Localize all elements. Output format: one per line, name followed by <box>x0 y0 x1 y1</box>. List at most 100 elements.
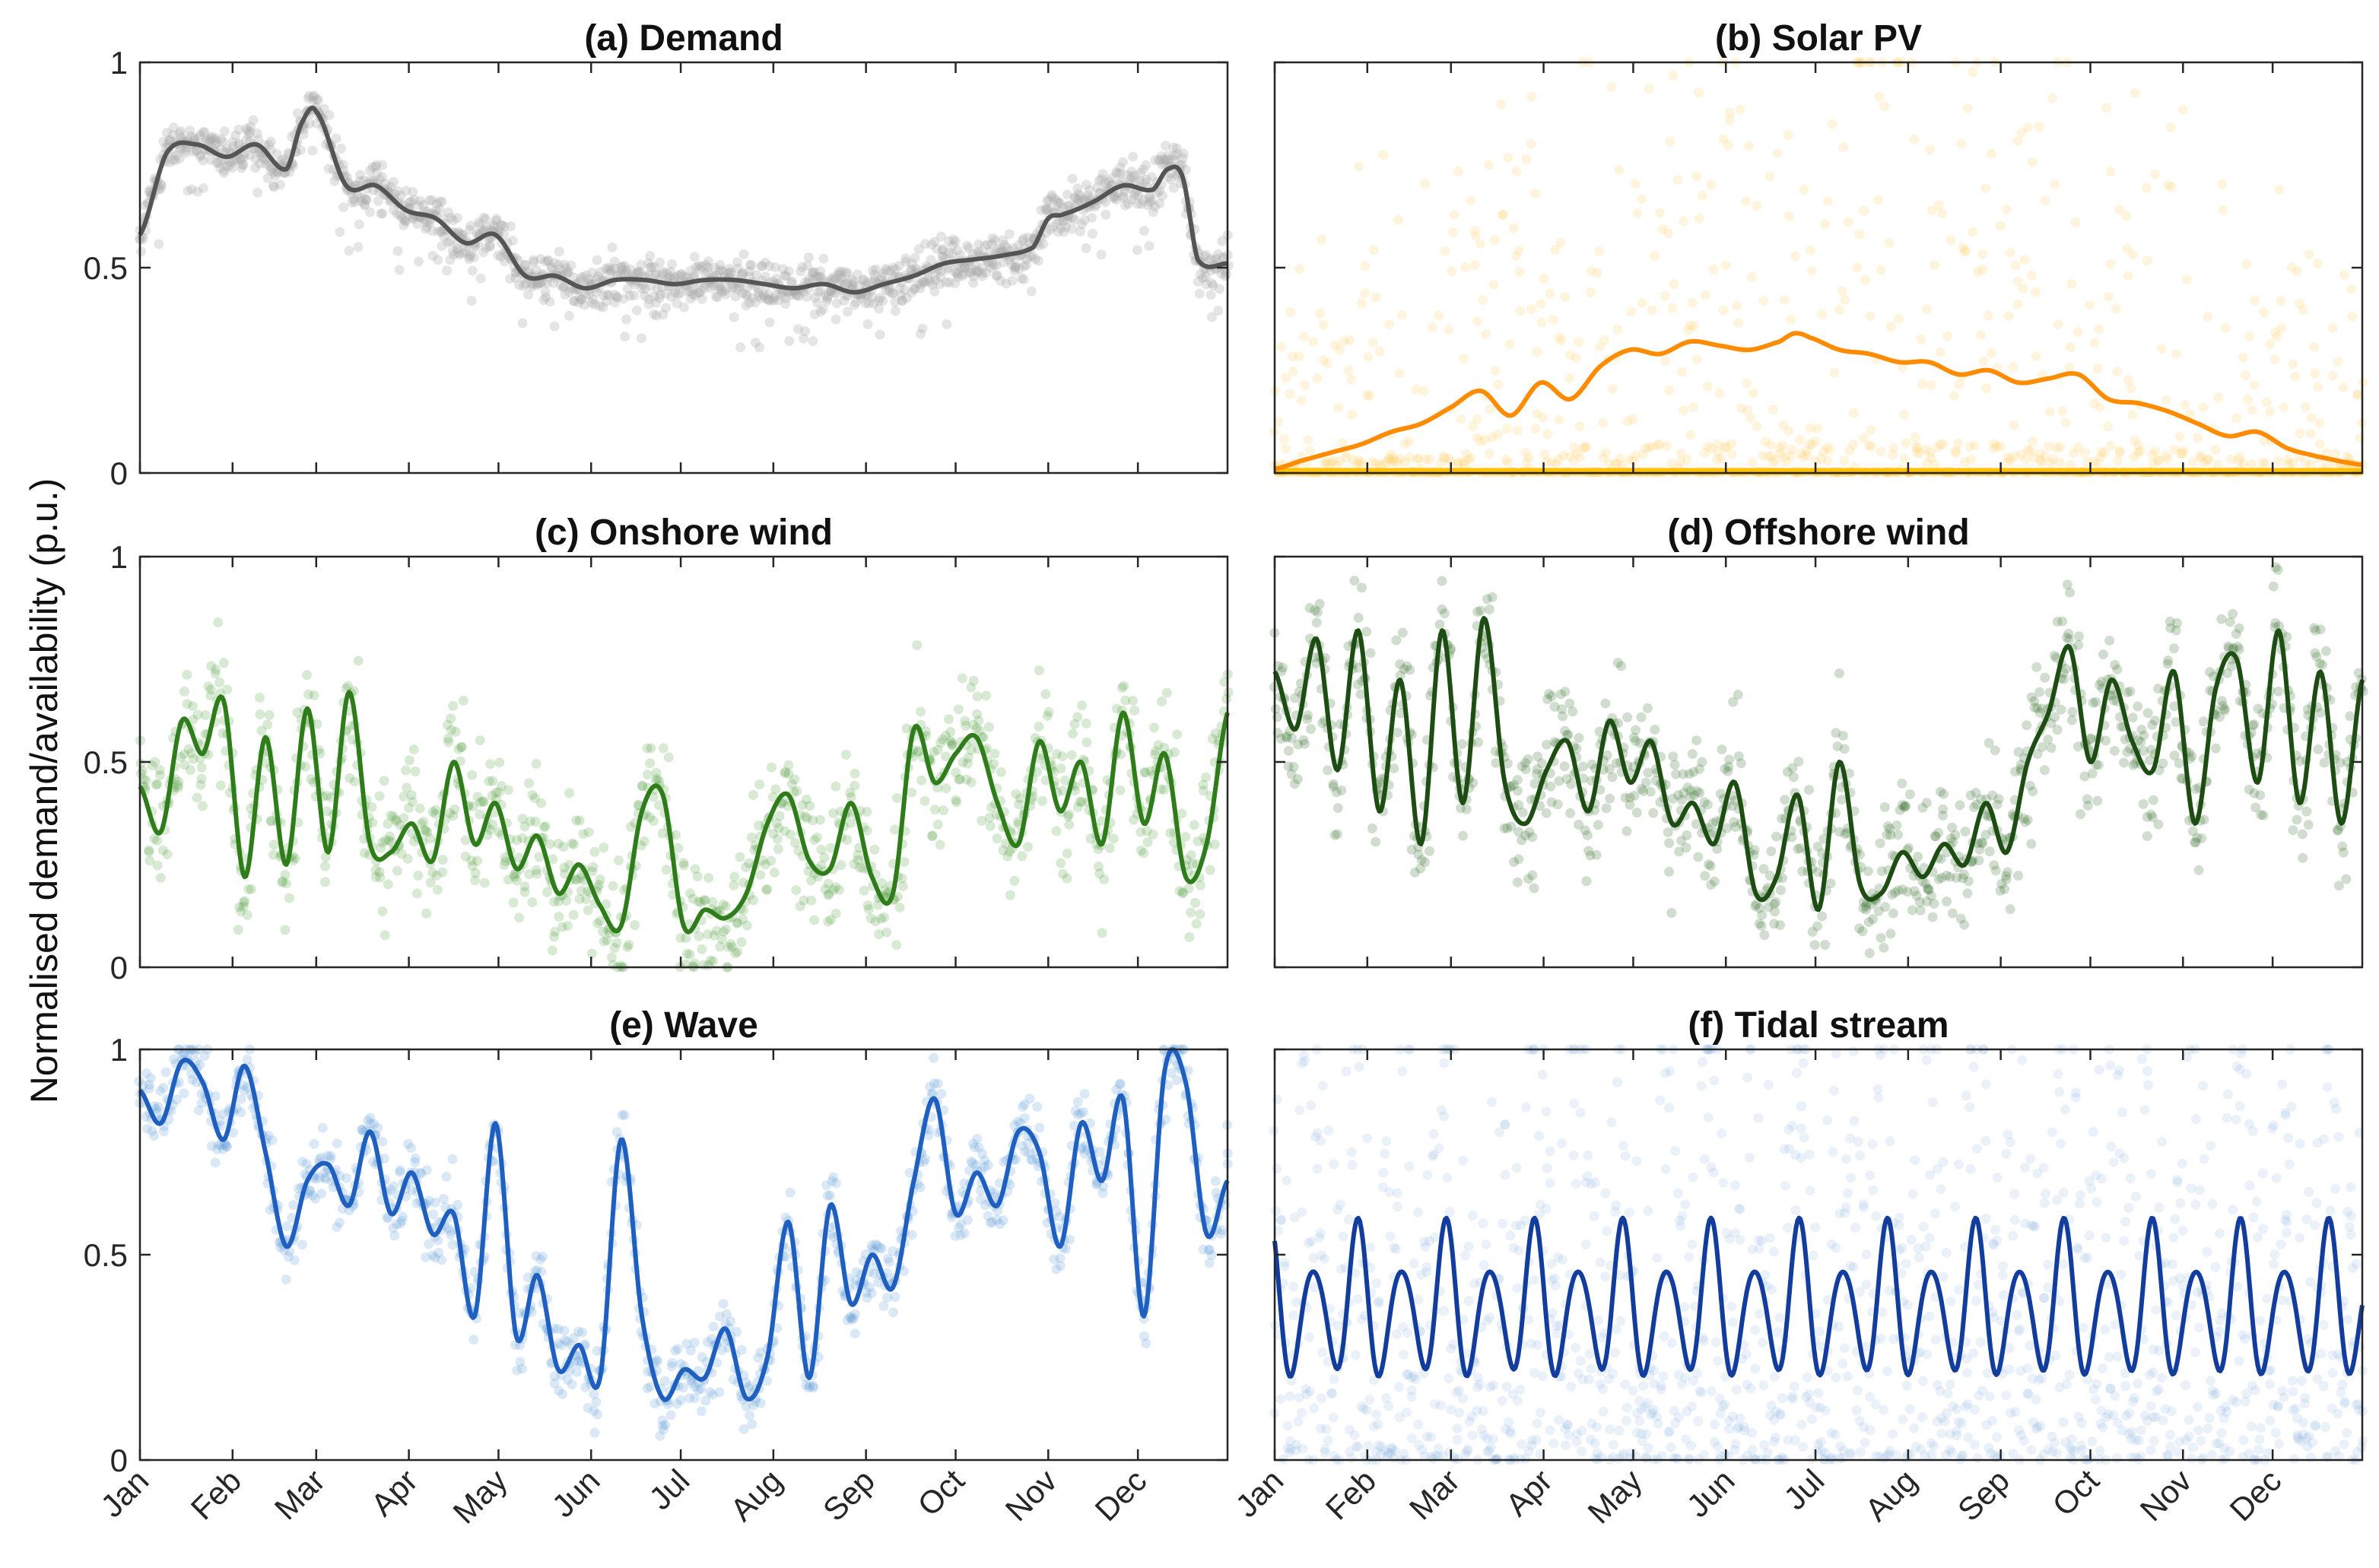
scatter-point <box>916 706 926 717</box>
scatter-point <box>1749 845 1760 855</box>
scatter-point <box>929 804 940 814</box>
scatter-point <box>549 321 560 332</box>
scatter-point <box>268 840 279 850</box>
scatter-point <box>264 161 275 172</box>
scatter-point <box>1191 919 1202 929</box>
scatter-point <box>179 686 189 697</box>
scatter-point <box>1315 309 1326 319</box>
scatter-point <box>694 931 704 941</box>
scatter-point <box>1545 288 1555 299</box>
scatter-point <box>1508 223 1519 233</box>
scatter-point <box>1357 298 1367 309</box>
scatter-point <box>452 213 462 224</box>
scatter-point <box>1067 173 1078 184</box>
scatter-point <box>850 780 860 791</box>
scatter-point <box>2001 871 2012 881</box>
scatter-point <box>1466 195 1476 206</box>
scatter-point <box>1056 858 1066 868</box>
scatter-point <box>678 302 689 313</box>
scatter-point <box>1308 336 1319 347</box>
scatter-point <box>410 767 421 777</box>
scatter-point <box>1097 928 1107 938</box>
scatter-point <box>545 297 555 307</box>
scatter-point <box>309 690 319 700</box>
scatter-point <box>187 700 198 711</box>
scatter-point <box>1466 452 1476 463</box>
scatter-point <box>1367 823 1377 833</box>
scatter-point <box>206 133 217 144</box>
scatter-point <box>2166 182 2177 192</box>
scatter-point <box>1700 871 1710 881</box>
scatter-point <box>1559 761 1570 772</box>
scatter-point <box>194 132 205 143</box>
scatter-point <box>523 265 534 276</box>
scatter-point <box>2094 324 2104 335</box>
scatter-point <box>1461 804 1472 814</box>
scatter-point <box>379 776 389 786</box>
scatter-point <box>2304 249 2314 260</box>
scatter-point <box>1865 311 1876 322</box>
scatter-point <box>401 186 411 196</box>
scatter-point <box>1128 151 1139 162</box>
scatter-point <box>1371 292 1381 303</box>
scatter-point <box>631 305 642 316</box>
scatter-point <box>583 827 594 837</box>
scatter-point <box>196 773 207 784</box>
scatter-point <box>1449 210 1459 221</box>
scatter-point <box>927 830 938 841</box>
scatter-point <box>1580 442 1591 452</box>
scatter-point <box>392 865 402 876</box>
scatter-point <box>179 145 190 156</box>
scatter-point <box>607 242 618 252</box>
scatter-point <box>2054 457 2065 468</box>
scatter-point <box>162 849 173 860</box>
scatter-point <box>1766 846 1777 857</box>
scatter-point <box>1526 138 1536 149</box>
scatter-point <box>1536 317 1547 328</box>
scatter-point <box>377 906 388 916</box>
scatter-point <box>457 248 468 259</box>
scatter-point <box>2023 122 2034 133</box>
scatter-point <box>1515 306 1526 316</box>
scatter-point <box>2127 713 2138 723</box>
scatter-point <box>241 135 252 145</box>
scatter-point <box>1043 706 1054 717</box>
scatter-point <box>1493 379 1504 390</box>
scatter-point <box>1057 751 1068 762</box>
scatter-point <box>1995 221 2006 231</box>
series-line-b <box>1274 331 2363 471</box>
scatter-point <box>2174 758 2184 769</box>
scatter-point <box>1783 426 1794 436</box>
scatter-point <box>158 136 169 147</box>
scatter-point <box>2203 311 2213 322</box>
scatter-point <box>2101 735 2111 746</box>
scatter-point <box>655 257 665 268</box>
scatter-point <box>2127 410 2138 421</box>
scatter-point <box>413 256 424 267</box>
scatter-point <box>1033 256 1043 266</box>
scatter-point <box>2158 758 2168 769</box>
scatter-point <box>200 709 211 720</box>
scatter-point <box>1848 439 1859 449</box>
scatter-point <box>785 829 796 840</box>
scatter-point <box>983 722 994 732</box>
scatter-point <box>992 833 1002 844</box>
scatter-point <box>554 246 564 257</box>
y-tick-label: 0 <box>110 950 128 986</box>
scatter-point <box>2026 839 2037 849</box>
scatter-point <box>479 878 490 888</box>
scatter-point <box>1806 265 1817 276</box>
scatter-point <box>364 165 375 176</box>
scatter-point <box>1955 800 1965 811</box>
scatter-point <box>1949 390 1959 401</box>
scatter-point <box>1512 877 1523 887</box>
scatter-point <box>1365 648 1376 659</box>
panel-c: 00.51(c) Onshore wind <box>84 513 1234 986</box>
scatter-point <box>1648 808 1659 818</box>
scatter-point <box>265 166 276 176</box>
scatter-point <box>1068 728 1078 739</box>
scatter-point <box>376 208 386 219</box>
scatter-point <box>1285 306 1296 317</box>
scatter-point <box>1665 137 1675 148</box>
scatter-point <box>2112 367 2123 377</box>
